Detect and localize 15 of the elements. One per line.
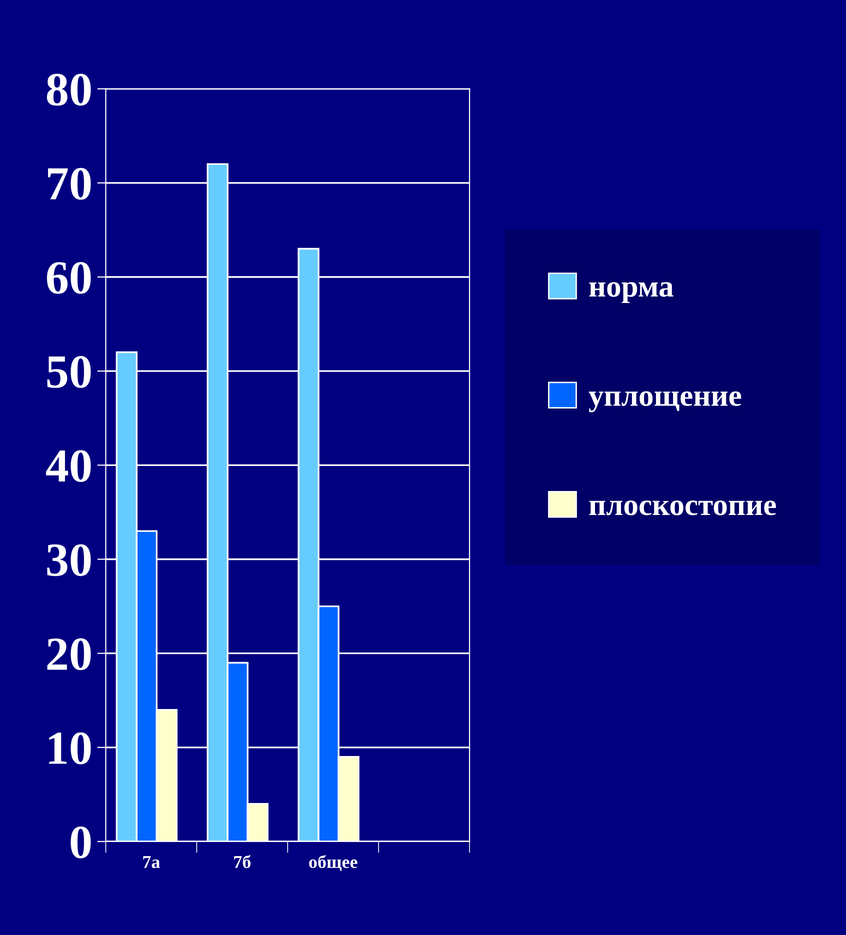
legend-label: уплощение <box>588 391 742 412</box>
x-tick-label: 7а <box>143 856 160 868</box>
y-tick-label: 50 <box>47 356 91 388</box>
legend-label: плоскостопие <box>589 500 776 516</box>
y-tick-label: 30 <box>47 544 91 576</box>
legend-label: норма <box>589 282 674 304</box>
y-tick-label: 80 <box>46 74 91 106</box>
y-tick-label: 60 <box>46 262 91 294</box>
y-tick-label: 70 <box>48 168 91 200</box>
y-tick-label: 0 <box>70 826 91 858</box>
x-tick-label: общее <box>309 854 358 872</box>
y-tick-label: 10 <box>49 732 91 764</box>
y-tick-label: 20 <box>47 638 91 670</box>
x-tick-label: 7б <box>234 854 251 868</box>
y-tick-label: 40 <box>46 450 91 482</box>
